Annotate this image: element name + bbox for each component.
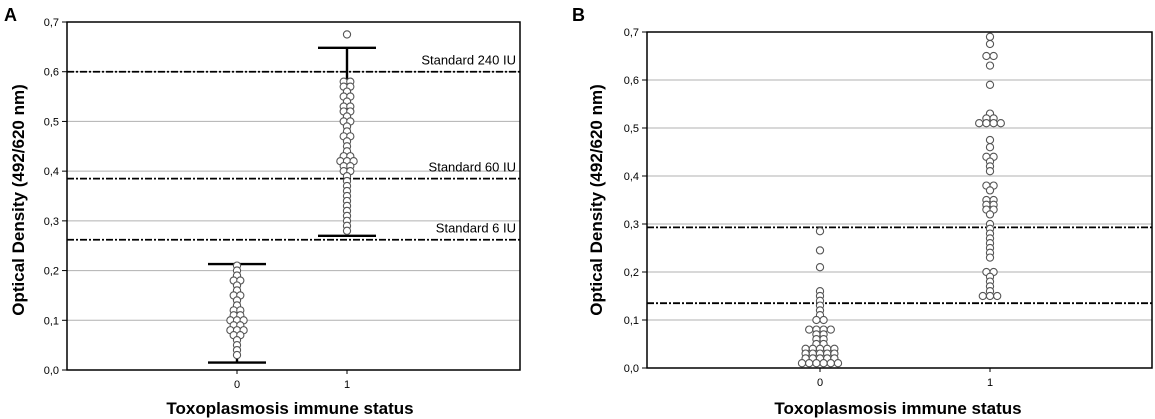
y-tick-label: 0,6: [624, 75, 639, 87]
panel-b: B Optical Density (492/620 nm) Toxoplasm…: [572, 5, 1153, 418]
panel-a-y-axis-label: Optical Density (492/620 nm): [9, 84, 28, 315]
data-point: [982, 119, 991, 128]
data-point: [826, 359, 835, 368]
data-point: [342, 30, 352, 39]
panel-b-y-axis-label: Optical Density (492/620 nm): [587, 84, 606, 315]
data-point: [978, 291, 987, 301]
panel-a-points: [226, 30, 358, 360]
y-tick-label: 0,6: [44, 67, 59, 79]
data-point: [989, 119, 998, 128]
x-tick-label: 1: [344, 379, 350, 391]
panel-a-plot-frame: [66, 21, 521, 371]
y-tick-label: 0,1: [44, 315, 59, 327]
y-tick-label: 0,3: [44, 216, 59, 228]
y-tick-label: 0,1: [624, 315, 639, 327]
data-point: [985, 143, 995, 152]
y-tick-label: 0,0: [624, 363, 639, 375]
panel-a-x-axis-label: Toxoplasmosis immune status: [166, 399, 413, 418]
data-point: [812, 315, 821, 325]
data-point: [232, 350, 242, 360]
panel-a-gridlines: [67, 71, 520, 321]
data-point: [815, 227, 825, 236]
x-tick-label: 1: [987, 377, 993, 389]
data-point: [805, 359, 814, 368]
panel-a: A Optical Density (492/620 nm) Toxoplasm…: [4, 5, 521, 418]
y-tick-label: 0,2: [624, 267, 639, 279]
y-tick-label: 0,7: [624, 27, 639, 39]
data-point: [975, 119, 984, 128]
reference-line-label: Standard 6 IU: [436, 221, 516, 236]
reference-line-label: Standard 240 IU: [421, 53, 516, 68]
panel-a-letter: A: [4, 5, 17, 25]
y-tick-label: 0,4: [44, 166, 59, 178]
panel-b-letter: B: [572, 5, 585, 25]
panel-b-points: [797, 32, 1005, 368]
panel-a-reference-lines: Standard 240 IU Standard 60 IU Standard 6 …: [67, 53, 520, 241]
data-point: [819, 315, 828, 325]
panel-b-plot-frame: [646, 31, 1153, 369]
data-point: [985, 61, 995, 70]
data-point: [985, 32, 995, 41]
data-point: [993, 291, 1002, 301]
data-point: [985, 186, 995, 195]
y-tick-label: 0,4: [624, 171, 639, 183]
data-point: [833, 359, 843, 368]
data-point: [985, 291, 995, 301]
data-point: [826, 325, 835, 334]
data-point: [819, 359, 828, 368]
x-tick-label: 0: [234, 379, 240, 391]
data-point: [985, 135, 995, 145]
data-point: [985, 167, 995, 176]
panel-b-y-ticks: 0,0 0,1 0,2 0,3 0,4 0,5 0,6 0,7: [624, 27, 647, 375]
data-point: [812, 359, 821, 368]
panel-b-x-axis-label: Toxoplasmosis immune status: [774, 399, 1021, 418]
y-tick-label: 0,5: [624, 123, 639, 135]
data-point: [815, 246, 825, 255]
data-point: [989, 51, 998, 61]
data-point: [985, 39, 995, 49]
data-point: [985, 80, 995, 89]
data-point: [342, 226, 352, 235]
y-tick-label: 0,2: [44, 266, 59, 278]
data-point: [996, 119, 1005, 128]
x-tick-label: 0: [817, 377, 823, 389]
panel-b-reference-lines: [647, 226, 1152, 305]
reference-line-label: Standard 60 IU: [429, 160, 516, 175]
y-tick-label: 0,0: [44, 365, 59, 377]
data-point: [815, 263, 825, 272]
y-tick-label: 0,5: [44, 116, 59, 128]
y-tick-label: 0,3: [624, 219, 639, 231]
y-tick-label: 0,7: [44, 17, 59, 29]
data-point: [982, 51, 991, 61]
panel-b-gridlines: [647, 79, 1152, 321]
data-point: [805, 325, 814, 334]
panel-a-y-ticks: 0,0 0,1 0,2 0,3 0,4 0,5 0,6 0,7: [44, 17, 67, 377]
data-point: [985, 210, 995, 219]
data-point: [797, 359, 807, 368]
data-point: [985, 253, 995, 262]
